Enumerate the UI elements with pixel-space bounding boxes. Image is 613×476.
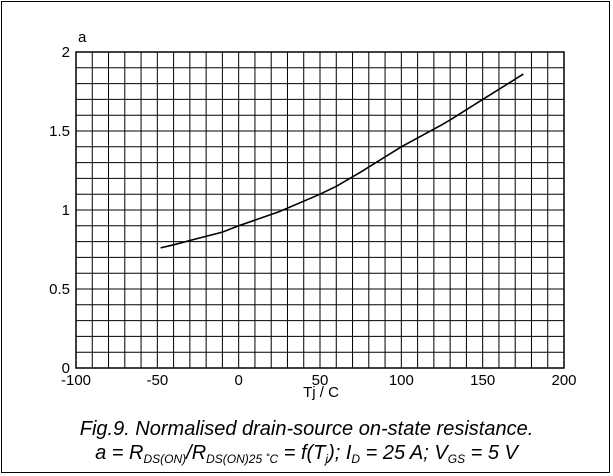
y-tick-label: 1.5 xyxy=(49,123,70,140)
figure-caption-line-1: Fig.9. Normalised drain-source on-state … xyxy=(0,417,613,441)
y-tick-label: 0 xyxy=(62,360,70,377)
caption-subscript: GS xyxy=(447,452,466,466)
x-tick-label: 100 xyxy=(389,372,414,389)
y-axis-label: a xyxy=(78,29,87,46)
caption-part: = f(T xyxy=(278,442,326,464)
caption-part: = 5 V xyxy=(465,442,518,464)
figure-caption-line-2: a = RDS(ON)/RDS(ON)25 ˚C = f(Tj); ID = 2… xyxy=(0,441,613,465)
y-tick-label: 0.5 xyxy=(49,281,70,298)
caption-subscript: DS(ON)25 ˚C xyxy=(206,452,279,466)
series-line xyxy=(160,73,524,249)
caption-part: = 25 A; V xyxy=(360,442,448,464)
grid xyxy=(75,51,565,369)
x-tick-label: -100 xyxy=(61,372,91,389)
x-tick-label: 200 xyxy=(551,372,576,389)
caption-subscript: DS(ON) xyxy=(143,452,187,466)
x-tick-label: 0 xyxy=(234,372,242,389)
plot-area-border xyxy=(75,51,565,369)
x-tick-label: 50 xyxy=(312,372,329,389)
caption-part: a = R xyxy=(95,442,144,464)
caption-text: Fig.9. Normalised drain-source on-state … xyxy=(79,418,534,440)
tick-labels: -100 -50 0 50 100 150 200 0 0.5 1 1.5 2 xyxy=(49,44,576,389)
caption-part: /R xyxy=(186,442,207,464)
caption-subscript: j xyxy=(325,452,329,466)
x-tick-label: 150 xyxy=(470,372,495,389)
y-tick-label: 2 xyxy=(62,44,70,61)
caption-part: ); I xyxy=(328,442,352,464)
series xyxy=(160,73,524,249)
y-tick-label: 1 xyxy=(62,202,70,219)
x-axis-label: Tj / C xyxy=(303,384,339,401)
caption-subscript: D xyxy=(351,452,361,466)
x-tick-label: -50 xyxy=(146,372,168,389)
